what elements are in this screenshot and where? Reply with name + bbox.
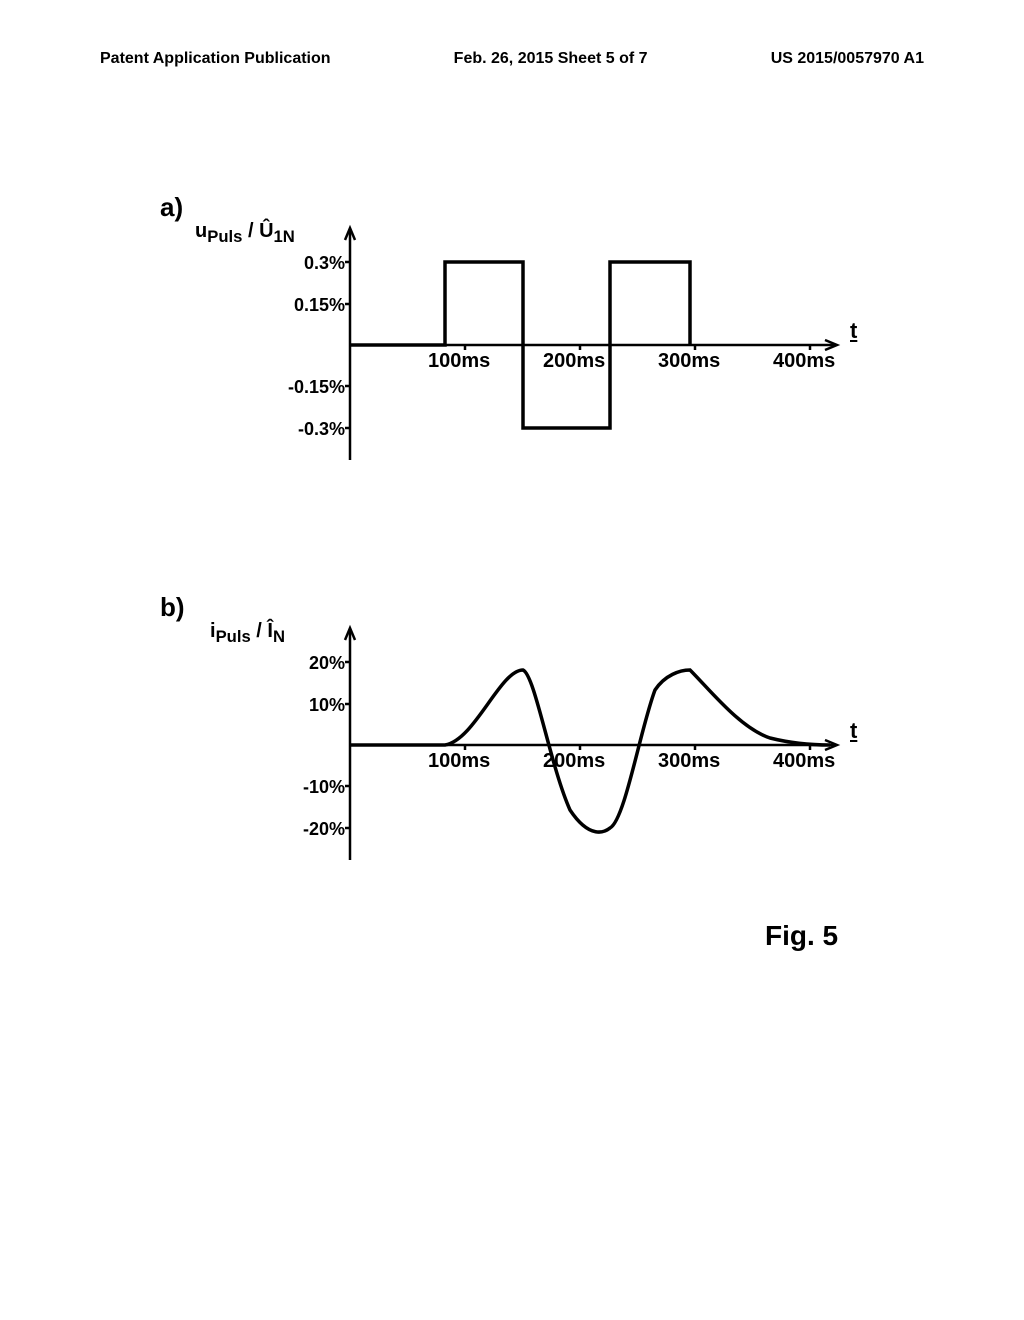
subplot-a-xtick-2: 300ms: [658, 350, 720, 373]
subplot-a: a) uPuls / Û1N 0.3% 0.15% -: [170, 200, 850, 490]
subplot-b-label: b): [160, 592, 185, 623]
subplot-b-ytick-1: 10%: [255, 695, 345, 716]
subplot-a-chart: [290, 220, 850, 470]
subplot-b-xtick-0: 100ms: [428, 750, 490, 773]
header-center: Feb. 26, 2015 Sheet 5 of 7: [454, 50, 648, 68]
header-right: US 2015/0057970 A1: [771, 50, 924, 68]
subplot-a-xtick-0: 100ms: [428, 350, 490, 373]
subplot-a-xtick-1: 200ms: [543, 350, 605, 373]
subplot-a-xtick-3: 400ms: [773, 350, 835, 373]
figure-caption: Fig. 5: [765, 920, 838, 952]
subplot-b-ytick-0: 20%: [255, 653, 345, 674]
subplot-a-ytick-3: -0.3%: [255, 419, 345, 440]
subplot-a-ytick-1: 0.15%: [255, 295, 345, 316]
page-header: Patent Application Publication Feb. 26, …: [0, 50, 1024, 68]
figure-5: a) uPuls / Û1N 0.3% 0.15% -: [170, 200, 850, 1000]
subplot-a-label: a): [160, 192, 183, 223]
subplot-b-ytick-3: -20%: [255, 819, 345, 840]
subplot-a-y-label: uPuls / Û1N: [195, 220, 295, 247]
subplot-a-x-label: t: [850, 318, 857, 344]
subplot-b-xtick-2: 300ms: [658, 750, 720, 773]
subplot-b: b) iPuls / ÎN 20% 10% -10%: [170, 600, 850, 890]
subplot-a-ytick-2: -0.15%: [255, 377, 345, 398]
header-left: Patent Application Publication: [100, 50, 331, 68]
subplot-b-y-label: iPuls / ÎN: [210, 620, 285, 647]
subplot-a-ytick-0: 0.3%: [255, 253, 345, 274]
subplot-b-xtick-1: 200ms: [543, 750, 605, 773]
subplot-b-ytick-2: -10%: [255, 777, 345, 798]
subplot-b-xtick-3: 400ms: [773, 750, 835, 773]
subplot-b-x-label: t: [850, 718, 857, 744]
subplot-b-chart: [290, 620, 850, 870]
